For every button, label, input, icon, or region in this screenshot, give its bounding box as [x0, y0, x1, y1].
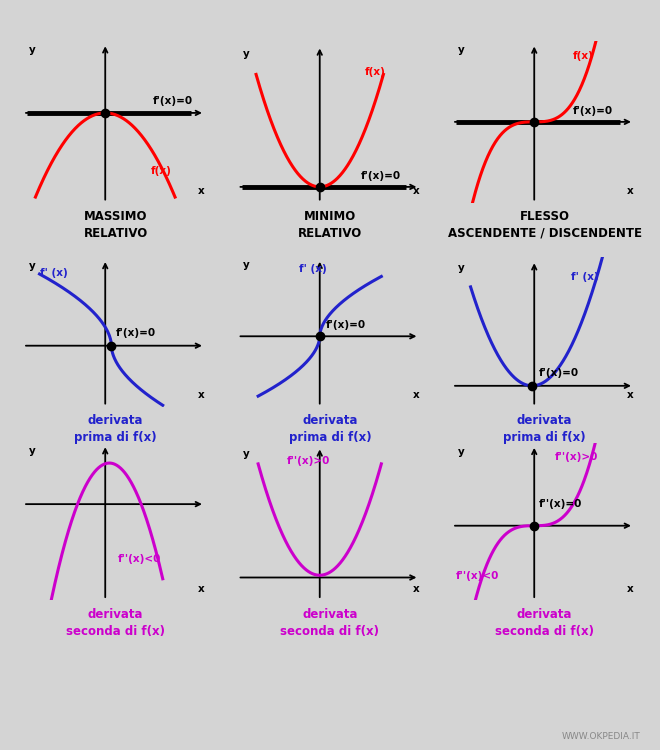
- Text: x: x: [627, 391, 634, 400]
- Text: derivata
seconda di f(x): derivata seconda di f(x): [495, 608, 594, 638]
- Text: f'(x)=0: f'(x)=0: [574, 106, 613, 116]
- Text: f(x): f(x): [150, 166, 172, 176]
- Text: derivata
seconda di f(x): derivata seconda di f(x): [66, 608, 165, 638]
- Text: derivata
prima di f(x): derivata prima di f(x): [74, 414, 157, 444]
- Text: f' (x): f' (x): [40, 268, 67, 278]
- Text: f'(x)=0: f'(x)=0: [152, 96, 193, 106]
- Text: f''(x)<0: f''(x)<0: [117, 554, 161, 564]
- Text: x: x: [412, 186, 419, 196]
- Text: f'(x)=0: f'(x)=0: [326, 320, 366, 330]
- Text: MASSIMO
RELATIVO: MASSIMO RELATIVO: [83, 210, 148, 240]
- Text: x: x: [198, 584, 205, 594]
- Text: f''(x)>0: f''(x)>0: [555, 452, 598, 462]
- Text: f'(x)=0: f'(x)=0: [115, 328, 156, 338]
- Text: y: y: [28, 261, 36, 271]
- Text: y: y: [243, 49, 250, 58]
- Text: y: y: [457, 45, 465, 56]
- Text: x: x: [198, 186, 205, 196]
- Text: f(x): f(x): [574, 51, 594, 61]
- Text: derivata
prima di f(x): derivata prima di f(x): [288, 414, 372, 444]
- Text: y: y: [28, 446, 36, 455]
- Text: MINIMO
RELATIVO: MINIMO RELATIVO: [298, 210, 362, 240]
- Text: y: y: [28, 45, 36, 55]
- Text: f' (x): f' (x): [571, 272, 599, 282]
- Text: y: y: [457, 447, 465, 457]
- Text: x: x: [627, 186, 634, 196]
- Text: f''(x)<0: f''(x)<0: [456, 572, 500, 581]
- Text: WWW.OKPEDIA.IT: WWW.OKPEDIA.IT: [562, 732, 640, 741]
- Text: FLESSO
ASCENDENTE / DISCENDENTE: FLESSO ASCENDENTE / DISCENDENTE: [447, 210, 642, 240]
- Text: f''(x)=0: f''(x)=0: [539, 500, 583, 509]
- Text: derivata
seconda di f(x): derivata seconda di f(x): [280, 608, 380, 638]
- Text: f(x): f(x): [365, 68, 386, 77]
- Text: x: x: [412, 391, 419, 400]
- Text: x: x: [198, 391, 205, 400]
- Text: x: x: [412, 584, 419, 594]
- Text: f'(x)=0: f'(x)=0: [539, 368, 578, 378]
- Text: f' (x): f' (x): [299, 264, 327, 274]
- Text: f'(x)=0: f'(x)=0: [361, 171, 401, 181]
- Text: f''(x)>0: f''(x)>0: [287, 455, 330, 466]
- Text: x: x: [627, 584, 634, 594]
- Text: y: y: [243, 260, 250, 271]
- Text: derivata
prima di f(x): derivata prima di f(x): [503, 414, 586, 444]
- Text: y: y: [243, 449, 250, 459]
- Text: y: y: [457, 263, 465, 273]
